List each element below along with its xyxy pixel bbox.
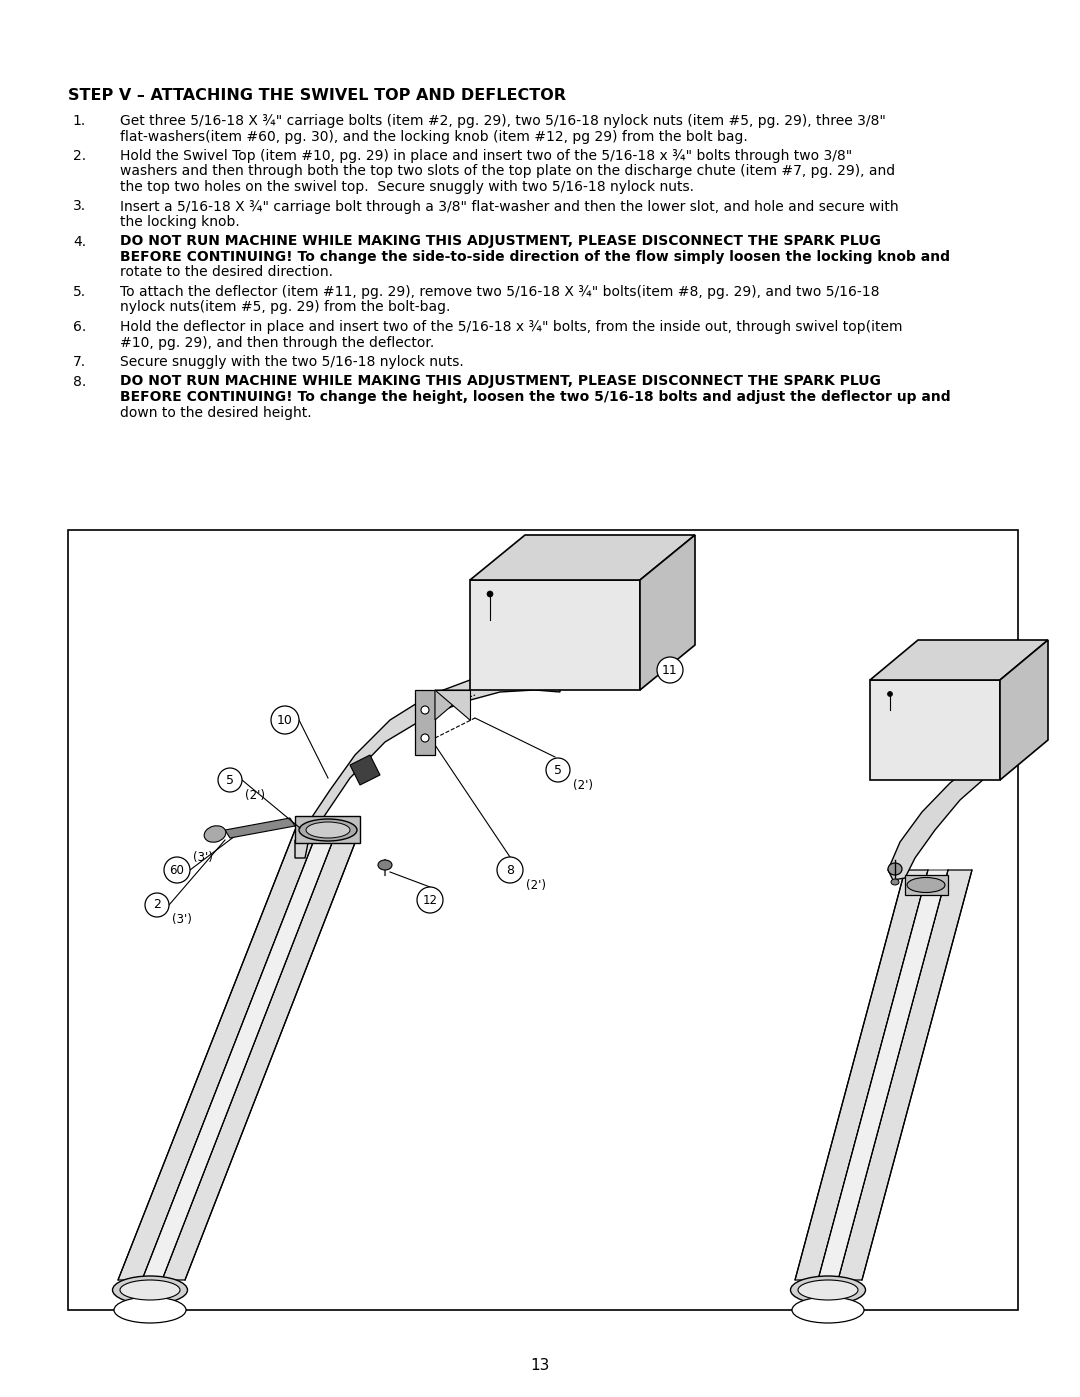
Polygon shape (350, 754, 380, 785)
Text: 2: 2 (153, 898, 161, 911)
Text: 12: 12 (422, 894, 437, 907)
Polygon shape (225, 819, 295, 838)
Ellipse shape (792, 1296, 864, 1323)
Ellipse shape (888, 863, 902, 875)
Ellipse shape (112, 1275, 188, 1303)
Ellipse shape (120, 1280, 180, 1301)
Circle shape (497, 856, 523, 883)
Text: To attach the deflector (item #11, pg. 29), remove two 5/16-18 X ¾" bolts(item #: To attach the deflector (item #11, pg. 2… (120, 285, 879, 299)
Polygon shape (870, 680, 1000, 780)
Text: 7.: 7. (72, 355, 86, 369)
Text: nylock nuts(item #5, pg. 29) from the bolt-bag.: nylock nuts(item #5, pg. 29) from the bo… (120, 300, 450, 314)
Text: Hold the Swivel Top (item #10, pg. 29) in place and insert two of the 5/16-18 x : Hold the Swivel Top (item #10, pg. 29) i… (120, 149, 852, 163)
Ellipse shape (891, 879, 899, 886)
Text: 10: 10 (278, 714, 293, 726)
Polygon shape (295, 672, 561, 858)
Polygon shape (795, 870, 928, 1280)
Ellipse shape (888, 692, 892, 697)
Text: 2.: 2. (72, 149, 86, 163)
Text: #10, pg. 29), and then through the deflector.: #10, pg. 29), and then through the defle… (120, 335, 434, 349)
Text: 1.: 1. (72, 115, 86, 129)
Text: Secure snuggly with the two 5/16-18 nylock nuts.: Secure snuggly with the two 5/16-18 nylo… (120, 355, 463, 369)
Text: Hold the deflector in place and insert two of the 5/16-18 x ¾" bolts, from the i: Hold the deflector in place and insert t… (120, 320, 903, 334)
Text: BEFORE CONTINUING! To change the side-to-side direction of the flow simply loose: BEFORE CONTINUING! To change the side-to… (120, 250, 950, 264)
Polygon shape (888, 752, 1000, 880)
Ellipse shape (204, 826, 226, 842)
Polygon shape (295, 816, 360, 842)
Text: 13: 13 (530, 1358, 550, 1372)
Circle shape (546, 759, 570, 782)
Polygon shape (470, 580, 640, 690)
Polygon shape (162, 830, 360, 1280)
Text: 3.: 3. (72, 200, 86, 214)
Text: rotate to the desired direction.: rotate to the desired direction. (120, 265, 333, 279)
Ellipse shape (306, 821, 350, 838)
Text: BEFORE CONTINUING! To change the height, loosen the two 5/16-18 bolts and adjust: BEFORE CONTINUING! To change the height,… (120, 390, 950, 404)
Text: the locking knob.: the locking knob. (120, 215, 240, 229)
Ellipse shape (798, 1280, 858, 1301)
Text: Insert a 5/16-18 X ¾" carriage bolt through a 3/8" flat-washer and then the lowe: Insert a 5/16-18 X ¾" carriage bolt thro… (120, 200, 899, 214)
Text: 5: 5 (554, 764, 562, 777)
Text: (3'): (3') (172, 914, 192, 926)
Text: Get three 5/16-18 X ¾" carriage bolts (item #2, pg. 29), two 5/16-18 nylock nuts: Get three 5/16-18 X ¾" carriage bolts (i… (120, 115, 886, 129)
Ellipse shape (791, 1275, 865, 1303)
Polygon shape (435, 690, 470, 719)
Text: the top two holes on the swivel top.  Secure snuggly with two 5/16-18 nylock nut: the top two holes on the swivel top. Sec… (120, 180, 694, 194)
Text: 8.: 8. (72, 374, 86, 388)
Polygon shape (415, 690, 435, 754)
Text: 5.: 5. (72, 285, 86, 299)
Circle shape (417, 887, 443, 914)
Text: 8: 8 (507, 863, 514, 876)
Circle shape (218, 768, 242, 792)
Ellipse shape (907, 877, 945, 893)
Circle shape (164, 856, 190, 883)
Text: (2'): (2') (526, 879, 546, 891)
Circle shape (271, 705, 299, 733)
Polygon shape (905, 875, 948, 895)
Polygon shape (1000, 640, 1048, 780)
Text: DO NOT RUN MACHINE WHILE MAKING THIS ADJUSTMENT, PLEASE DISCONNECT THE SPARK PLU: DO NOT RUN MACHINE WHILE MAKING THIS ADJ… (120, 235, 881, 249)
Polygon shape (838, 870, 972, 1280)
Polygon shape (640, 535, 696, 690)
Ellipse shape (378, 861, 392, 870)
Text: washers and then through both the top two slots of the top plate on the discharg: washers and then through both the top tw… (120, 165, 895, 179)
Text: 60: 60 (170, 863, 185, 876)
Text: 4.: 4. (72, 235, 86, 249)
Text: down to the desired height.: down to the desired height. (120, 405, 312, 419)
Polygon shape (435, 690, 470, 719)
Ellipse shape (299, 819, 357, 841)
Ellipse shape (114, 1296, 186, 1323)
Ellipse shape (421, 705, 429, 714)
Text: (3'): (3') (193, 851, 213, 863)
Ellipse shape (487, 591, 492, 597)
Circle shape (145, 893, 168, 916)
Text: flat-washers(item #60, pg. 30), and the locking knob (item #12, pg 29) from the : flat-washers(item #60, pg. 30), and the … (120, 130, 747, 144)
Circle shape (657, 657, 683, 683)
Text: STEP V – ATTACHING THE SWIVEL TOP AND DEFLECTOR: STEP V – ATTACHING THE SWIVEL TOP AND DE… (68, 88, 566, 103)
Text: 6.: 6. (72, 320, 86, 334)
Text: (2'): (2') (245, 788, 265, 802)
Text: 11: 11 (662, 664, 678, 676)
Ellipse shape (421, 733, 429, 742)
Polygon shape (470, 535, 696, 580)
Polygon shape (870, 640, 1048, 680)
Polygon shape (141, 830, 337, 1280)
Text: (2'): (2') (573, 778, 593, 792)
Text: 5: 5 (226, 774, 234, 787)
Polygon shape (818, 870, 948, 1280)
Text: DO NOT RUN MACHINE WHILE MAKING THIS ADJUSTMENT, PLEASE DISCONNECT THE SPARK PLU: DO NOT RUN MACHINE WHILE MAKING THIS ADJ… (120, 374, 881, 388)
Polygon shape (118, 830, 318, 1280)
Bar (68, 529, 1018, 1310)
